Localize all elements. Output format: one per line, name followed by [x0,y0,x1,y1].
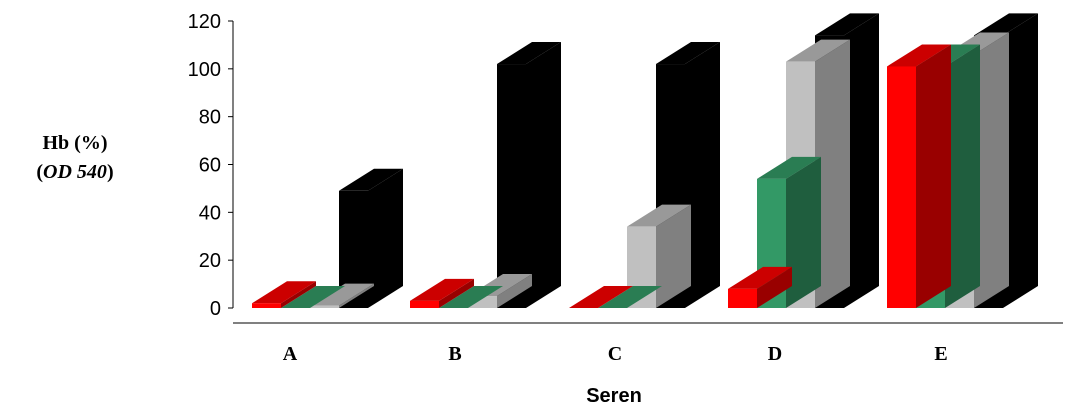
bar-front-face [728,288,757,308]
bar-top-face [339,168,403,191]
bar-top-face [410,278,474,301]
bar-b-s4 [497,42,561,309]
bar-side-face [526,42,561,309]
y-tick-label: 40 [199,202,221,224]
bar-a-s3 [310,283,374,308]
bar-side-face [368,168,403,308]
y-tick-label: 0 [210,298,221,320]
bar-top-face [974,13,1038,36]
bar-side-face [786,156,821,308]
bars [252,13,1038,309]
bar-top-face [310,283,374,306]
category-label: D [768,343,782,365]
bar-front-face [410,300,439,308]
category-label: E [934,343,947,365]
bar-top-face [656,42,720,65]
y-axis-label-close: ) [107,161,114,183]
bar-top-face [252,281,316,304]
bar-side-face [685,42,720,309]
category-label: A [283,343,298,365]
bar-d-s1 [728,266,792,308]
bar-top-face [439,286,503,308]
bar-top-face [627,204,691,227]
bar-top-face [815,13,879,36]
bar-front-face [468,296,497,308]
y-tick-label: 20 [199,250,221,272]
bar-front-face [310,305,339,308]
y-tick-label: 60 [199,155,221,177]
bar-side-face [844,13,879,308]
bar-front-face [887,66,916,308]
y-tick-label: 100 [188,59,221,81]
bar-e-s1 [887,44,951,309]
bar-c-s2 [598,286,662,308]
bar-side-face [945,44,980,309]
bar-a-s2 [281,286,345,308]
bar-side-face [439,278,474,308]
bar-front-face [497,64,526,308]
bar-side-face [281,281,316,308]
y-tick-label: 80 [199,107,221,129]
bar-front-face [252,303,281,308]
bar-b-s1 [410,278,474,308]
y-axis: 0 20 40 60 80 100 120 [188,11,234,320]
bar-top-face [728,266,792,289]
y-axis-label-line2: (OD 540) [36,161,113,183]
bar-b-s2 [439,286,503,308]
category-labels: A B C D E [283,343,948,365]
bar-side-face [1003,13,1038,308]
bar-top-face [757,156,821,179]
category-label: B [448,343,461,365]
bar-top-face [887,44,951,67]
bar-side-face [497,274,532,308]
bar-top-face [497,42,561,65]
y-axis-label-open: ( [36,161,43,183]
y-axis-label-unit: OD 540 [43,161,107,183]
bar-top-face [281,286,345,308]
bar-side-face [815,39,850,309]
bar-side-face [339,283,374,308]
bar-a-s1 [252,281,316,308]
category-label: C [608,343,622,365]
bar-top-face [598,286,662,308]
bar-top-face [569,286,633,308]
x-axis-label: Seren [586,385,642,407]
y-axis-label-line1: Hb (%) [43,132,108,154]
bar-c-s1 [569,286,633,308]
bar-side-face [757,266,792,308]
bar-top-face [786,39,850,62]
y-tick-label: 120 [188,11,221,33]
bar-side-face [916,44,951,309]
bar-side-face [656,204,691,308]
bar-side-face [974,32,1009,308]
